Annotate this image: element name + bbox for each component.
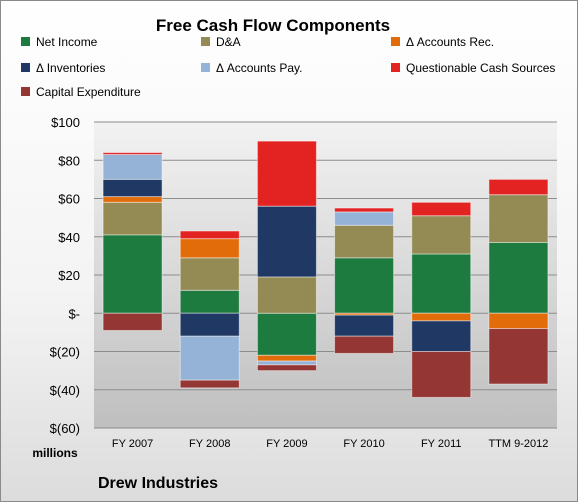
bar-segment-inventories — [256, 205, 317, 278]
bar-segment-accounts-rec — [488, 312, 549, 330]
bar-segment-d-a — [488, 194, 549, 243]
legend-swatch-inventories — [21, 63, 30, 72]
legend-label-d-a: D&A — [216, 35, 241, 49]
bar-segment-capital-expenditure — [488, 328, 549, 385]
legend-swatch-capital-expenditure — [21, 87, 30, 96]
legend-swatch-accounts-rec — [391, 37, 400, 46]
source-label: Drew Industries — [98, 475, 218, 492]
bar-segment-inventories — [411, 320, 472, 352]
bar-segment-net-income — [179, 289, 240, 314]
legend: Net Income D&A Δ Accounts Rec. Δ Inventorie… — [21, 35, 555, 99]
bar-segment-capital-expenditure — [334, 335, 395, 354]
bar-segment-d-a — [411, 215, 472, 255]
bar-segment-accounts-rec — [411, 312, 472, 322]
bar-segment-capital-expenditure — [179, 379, 240, 389]
bar-segment-accounts-pay — [256, 360, 317, 366]
legend-label-capital-expenditure: Capital Expenditure — [36, 85, 141, 99]
y-tick-label: $20 — [58, 268, 80, 283]
x-axis: FY 2007 FY 2008 FY 2009 FY 2010 FY 2011 TTM 9… — [112, 438, 548, 450]
y-tick-label: $100 — [51, 115, 80, 130]
y-tick-label: $(20) — [50, 345, 80, 360]
bar-segment-net-income — [102, 234, 163, 314]
x-tick-label: FY 2010 — [343, 438, 384, 450]
bar-segment-d-a — [179, 257, 240, 291]
bar-segment-questionable-cash-sources — [334, 207, 395, 213]
bar-segment-accounts-pay — [334, 211, 395, 226]
y-tick-label: $(60) — [50, 421, 80, 436]
y-tick-label: $80 — [58, 153, 80, 168]
legend-label-net-income: Net Income — [36, 35, 98, 49]
chart-title: Free Cash Flow Components — [156, 16, 390, 35]
bar-segment-inventories — [179, 312, 240, 337]
y-tick-label: $(40) — [50, 383, 80, 398]
bar-segment-net-income — [334, 257, 395, 314]
legend-swatch-questionable-cash-sources — [391, 63, 400, 72]
legend-swatch-accounts-pay — [201, 63, 210, 72]
bar-segment-inventories — [102, 178, 163, 198]
unit-label: millions — [32, 446, 78, 460]
bars — [102, 140, 549, 398]
bar-segment-questionable-cash-sources — [102, 152, 163, 156]
bar-segment-net-income — [488, 241, 549, 314]
bar-segment-net-income — [411, 253, 472, 314]
bar-segment-accounts-rec — [102, 196, 163, 203]
y-tick-label: $- — [68, 306, 80, 321]
x-tick-label: FY 2008 — [189, 438, 230, 450]
x-tick-label: FY 2011 — [421, 438, 462, 450]
bar-segment-d-a — [334, 224, 395, 259]
bar-segment-capital-expenditure — [256, 364, 317, 372]
legend-label-accounts-pay: Δ Accounts Pay. — [216, 61, 303, 75]
legend-swatch-d-a — [201, 37, 210, 46]
legend-label-questionable-cash-sources: Questionable Cash Sources — [406, 61, 555, 75]
bar-segment-d-a — [256, 276, 317, 314]
bar-segment-questionable-cash-sources — [488, 178, 549, 196]
legend-label-inventories: Δ Inventories — [36, 61, 105, 75]
bar-segment-net-income — [256, 312, 317, 356]
y-tick-label: $60 — [58, 192, 80, 207]
bar-segment-capital-expenditure — [411, 351, 472, 398]
y-tick-label: $40 — [58, 230, 80, 245]
bar-segment-inventories — [334, 314, 395, 337]
legend-label-accounts-rec: Δ Accounts Rec. — [406, 35, 494, 49]
x-tick-label: FY 2009 — [266, 438, 307, 450]
bar-segment-accounts-pay — [102, 154, 163, 180]
x-tick-label: TTM 9-2012 — [488, 438, 548, 450]
x-tick-label: FY 2007 — [112, 438, 153, 450]
bar-segment-questionable-cash-sources — [179, 230, 240, 240]
y-axis: $100 $80 $60 $40 $20 $- $(20) $(40) $(60) — [50, 115, 80, 436]
gridlines — [94, 121, 557, 429]
bar-segment-questionable-cash-sources — [256, 140, 317, 207]
bar-segment-questionable-cash-sources — [411, 201, 472, 217]
bar-segment-accounts-pay — [179, 335, 240, 381]
bar-segment-d-a — [102, 201, 163, 236]
legend-swatch-net-income — [21, 37, 30, 46]
bar-segment-accounts-rec — [179, 238, 240, 259]
bar-segment-accounts-rec — [256, 354, 317, 362]
bar-segment-capital-expenditure — [102, 312, 163, 331]
